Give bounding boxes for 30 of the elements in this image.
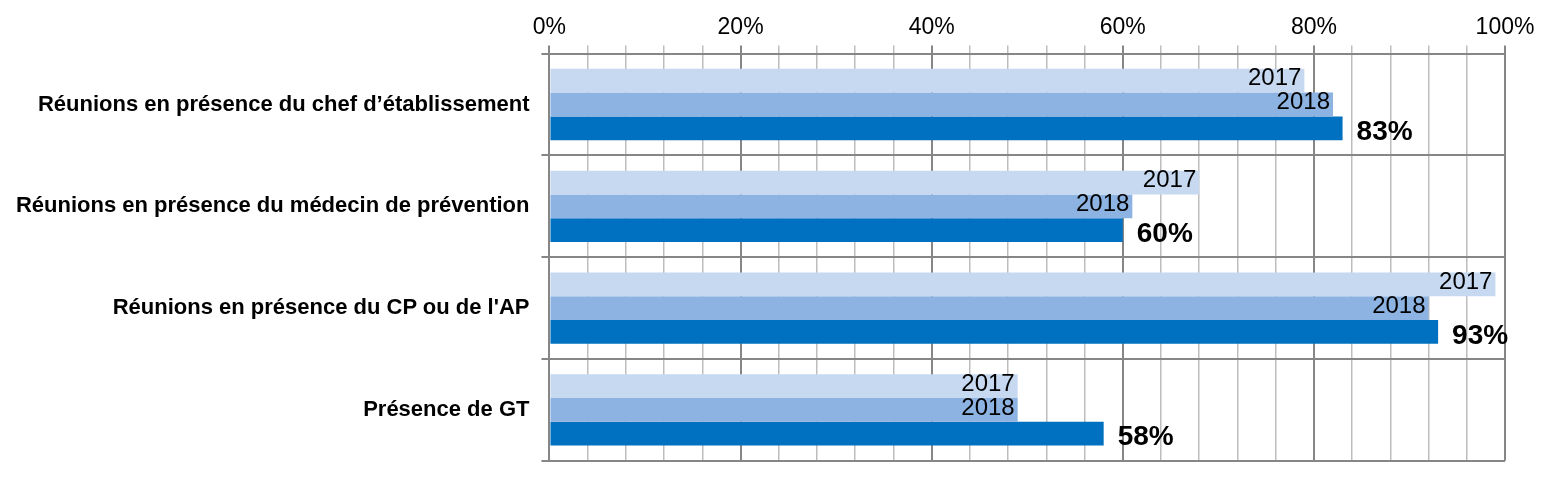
bar: [550, 92, 1333, 117]
y-tick-label: Réunions en présence du CP ou de l'AP: [112, 294, 530, 320]
bar: [550, 296, 1429, 320]
bar: [550, 170, 1200, 195]
bar: [550, 319, 1439, 344]
x-tick-label: 60%: [1099, 13, 1146, 40]
text: 2018: [1372, 290, 1426, 318]
x-tick-label: 100%: [1475, 13, 1535, 40]
text: 2018: [1075, 188, 1130, 216]
bar: [550, 116, 1343, 141]
bar: [550, 398, 1018, 422]
bar: [550, 68, 1305, 93]
y-tick-label: Réunions en présence du chef d’établissement: [37, 90, 531, 116]
data-label: 58%: [1117, 420, 1174, 452]
data-label: 93%: [1452, 318, 1509, 350]
x-tick-label: 40%: [908, 13, 955, 40]
x-tick-label: 0%: [532, 13, 567, 40]
data-label: 83%: [1356, 114, 1413, 146]
y-tick-label: Réunions en présence du médecin de prévention: [15, 192, 530, 218]
data-label: 60%: [1136, 216, 1193, 248]
text: 2017: [1142, 165, 1197, 193]
x-tick-label: 20%: [717, 13, 764, 40]
bar: [550, 194, 1133, 219]
y-tick-label: Présence de GT: [363, 395, 530, 421]
bar: [550, 374, 1018, 399]
bar: [550, 218, 1123, 242]
bar: [550, 421, 1104, 446]
bar: [550, 272, 1496, 297]
x-tick-label: 80%: [1290, 13, 1337, 40]
text: 2017: [1439, 266, 1493, 294]
